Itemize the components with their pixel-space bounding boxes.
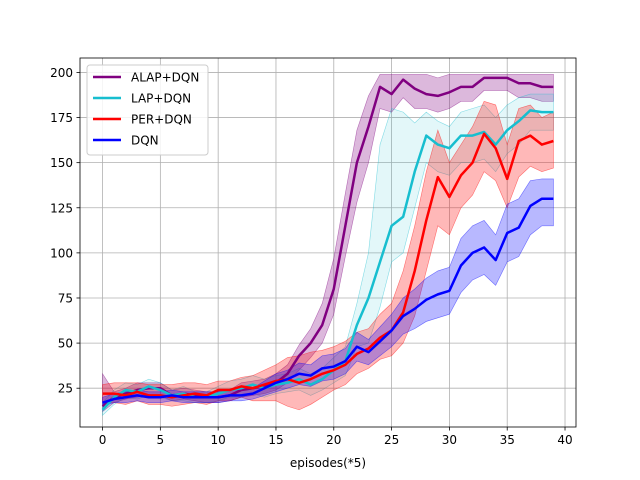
- y-tick-label-150: 150: [50, 156, 73, 170]
- line-dqn: [102, 197, 554, 404]
- x-tick-label-35: 35: [500, 433, 515, 447]
- legend: ALAP+DQN LAP+DQN PER+DQN DQN: [86, 64, 209, 156]
- x-tick-label-20: 20: [326, 433, 341, 447]
- plot-frame: [79, 57, 577, 428]
- y-axis-ticks: 25 50 75 100 125 150 175 200: [50, 66, 80, 396]
- x-tick-label-15: 15: [268, 433, 283, 447]
- y-tick-label-75: 75: [58, 291, 73, 305]
- legend-label-alap-dqn: ALAP+DQN: [131, 71, 199, 85]
- x-tick-label-30: 30: [442, 433, 457, 447]
- line-lap-dqn: [101, 109, 554, 411]
- legend-box: [86, 64, 209, 156]
- y-tick-label-50: 50: [58, 337, 73, 351]
- y-tick-label-200: 200: [50, 66, 73, 80]
- series-lines: [101, 76, 554, 411]
- legend-label-dqn: DQN: [131, 134, 159, 148]
- x-tick-label-5: 5: [157, 433, 165, 447]
- y-tick-label-25: 25: [58, 382, 73, 396]
- y-tick-label-125: 125: [50, 201, 73, 215]
- legend-label-lap-dqn: LAP+DQN: [131, 92, 191, 106]
- band-per-dqn: [102, 100, 554, 411]
- grid-lines: [80, 58, 576, 427]
- y-tick-label-175: 175: [50, 111, 73, 125]
- x-tick-label-40: 40: [557, 433, 572, 447]
- x-axis-label: episodes(*5): [290, 456, 366, 470]
- x-axis-ticks: 0 5 10 15 20 25 30 35 40: [99, 427, 573, 447]
- x-tick-label-0: 0: [99, 433, 107, 447]
- x-tick-label-25: 25: [384, 433, 399, 447]
- confidence-bands: [102, 73, 554, 416]
- x-tick-label-10: 10: [211, 433, 226, 447]
- legend-label-per-dqn: PER+DQN: [131, 113, 192, 127]
- y-tick-label-100: 100: [50, 246, 73, 260]
